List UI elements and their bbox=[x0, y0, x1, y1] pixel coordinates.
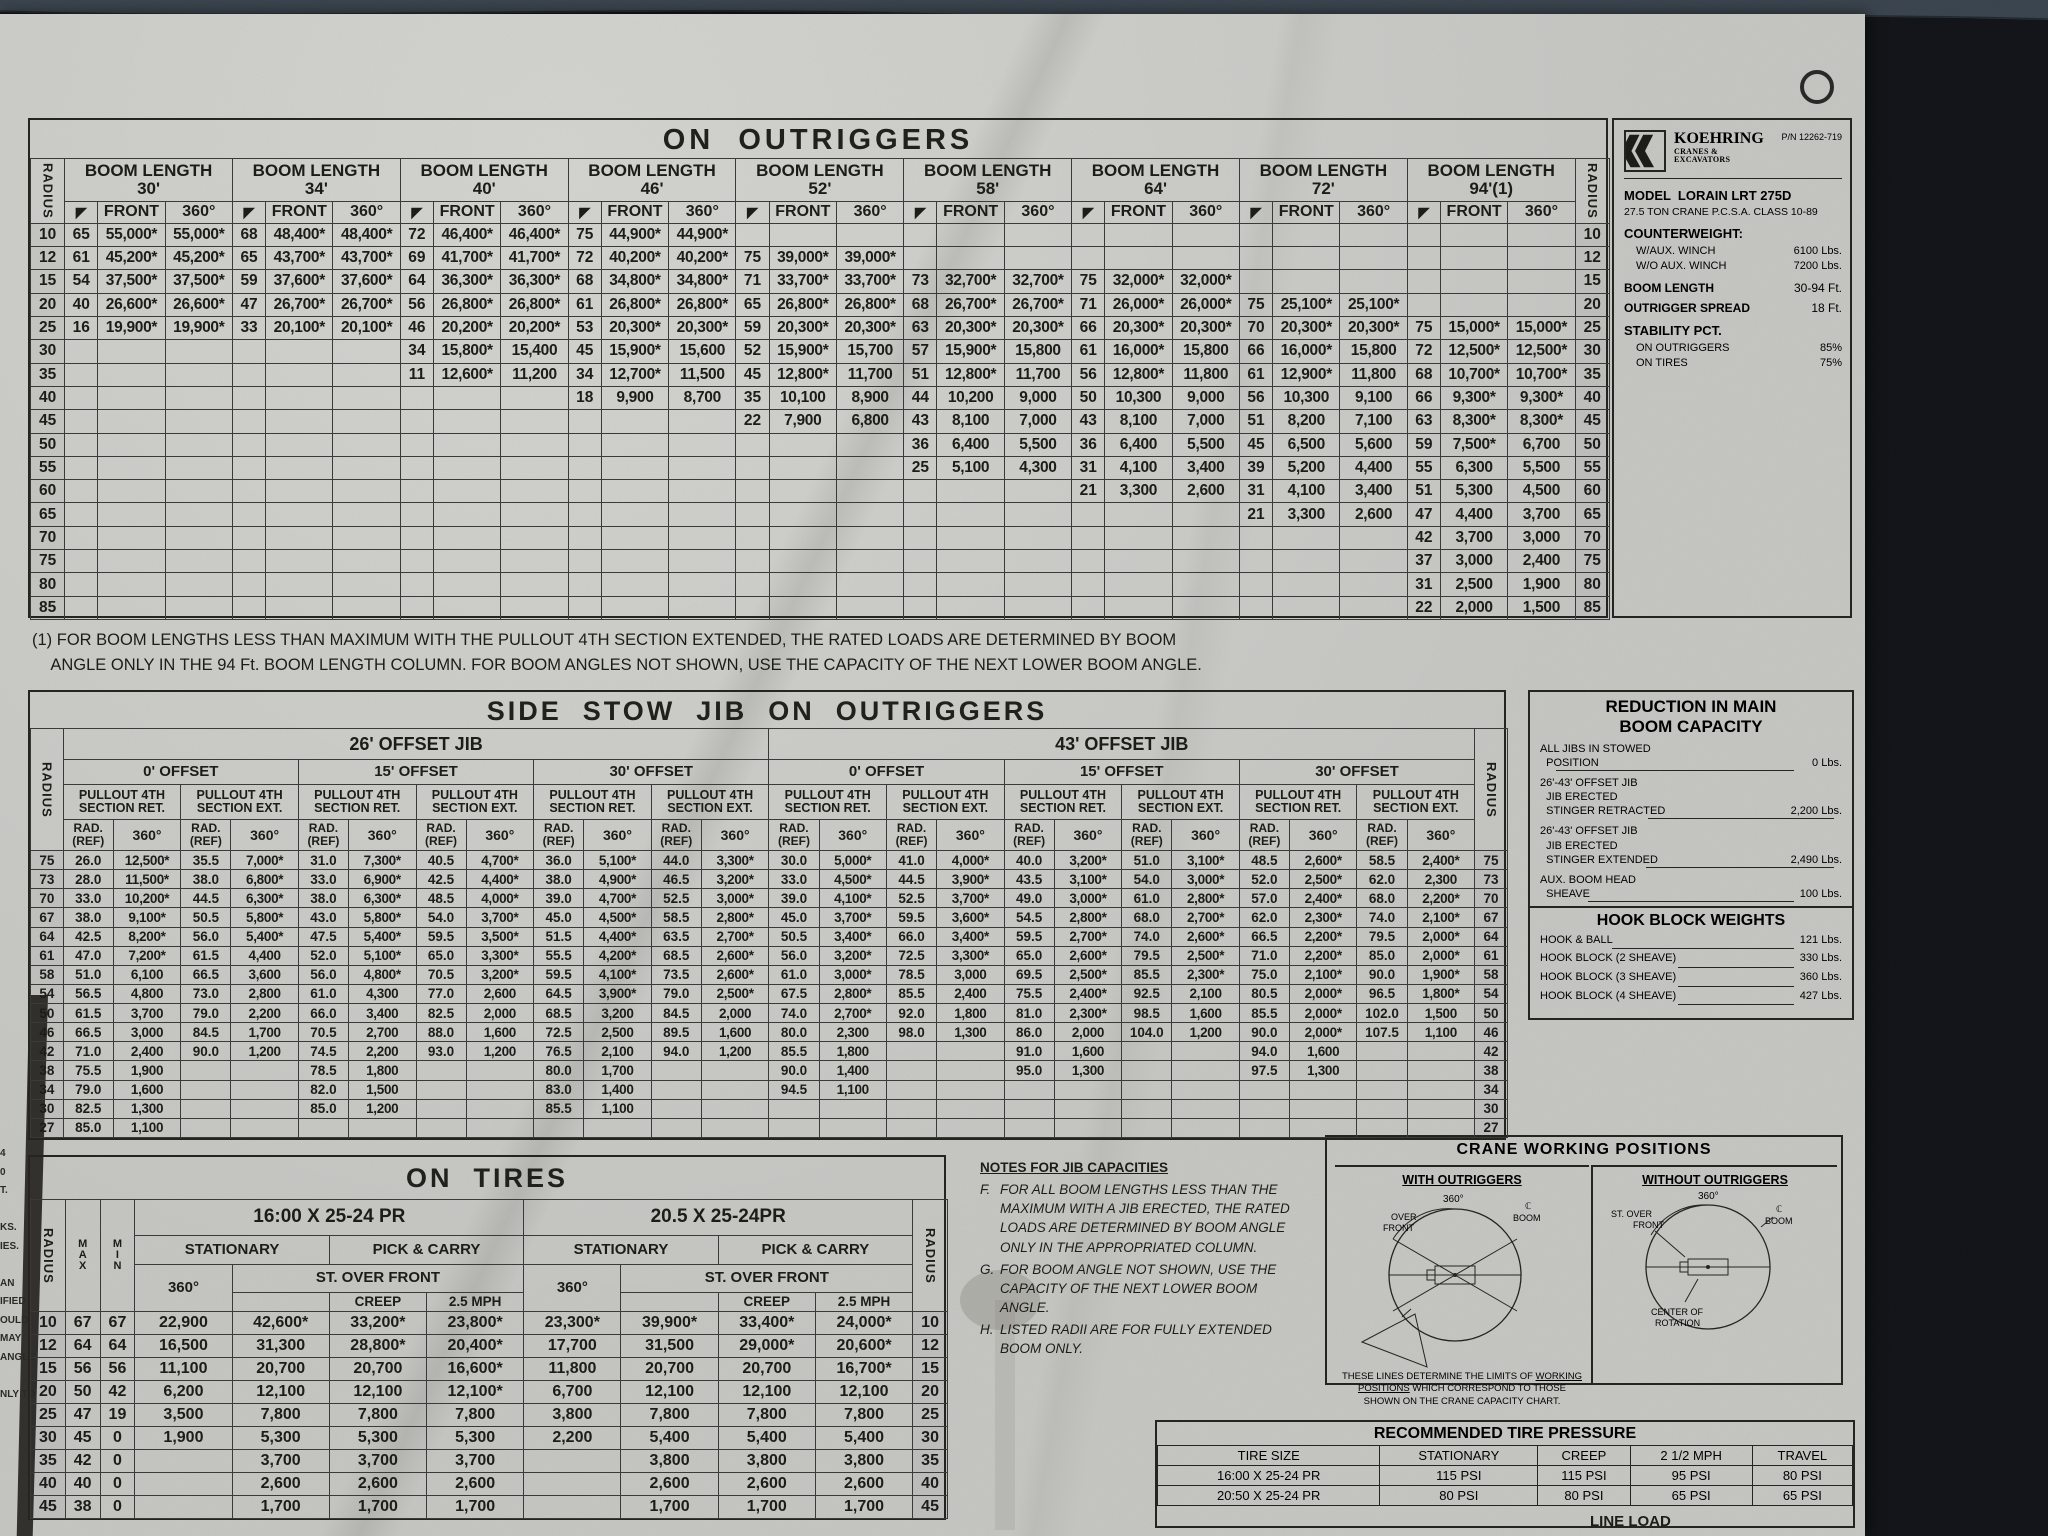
svg-text:ST. OVER: ST. OVER bbox=[1611, 1209, 1653, 1219]
svg-text:ℂ: ℂ bbox=[1776, 1204, 1782, 1214]
svg-text:FRONT: FRONT bbox=[1383, 1223, 1414, 1233]
svg-text:BOOM: BOOM bbox=[1765, 1216, 1793, 1226]
svg-text:OVER: OVER bbox=[1391, 1212, 1417, 1222]
svg-text:BOOM: BOOM bbox=[1513, 1213, 1541, 1223]
svg-text:ROTATION: ROTATION bbox=[1655, 1318, 1700, 1328]
svg-text:CENTER OF: CENTER OF bbox=[1651, 1307, 1704, 1317]
svg-text:FRONT: FRONT bbox=[1633, 1220, 1664, 1230]
svg-text:ℂ: ℂ bbox=[1525, 1201, 1531, 1211]
svg-text:360°: 360° bbox=[1443, 1194, 1464, 1205]
svg-text:360°: 360° bbox=[1698, 1191, 1719, 1202]
